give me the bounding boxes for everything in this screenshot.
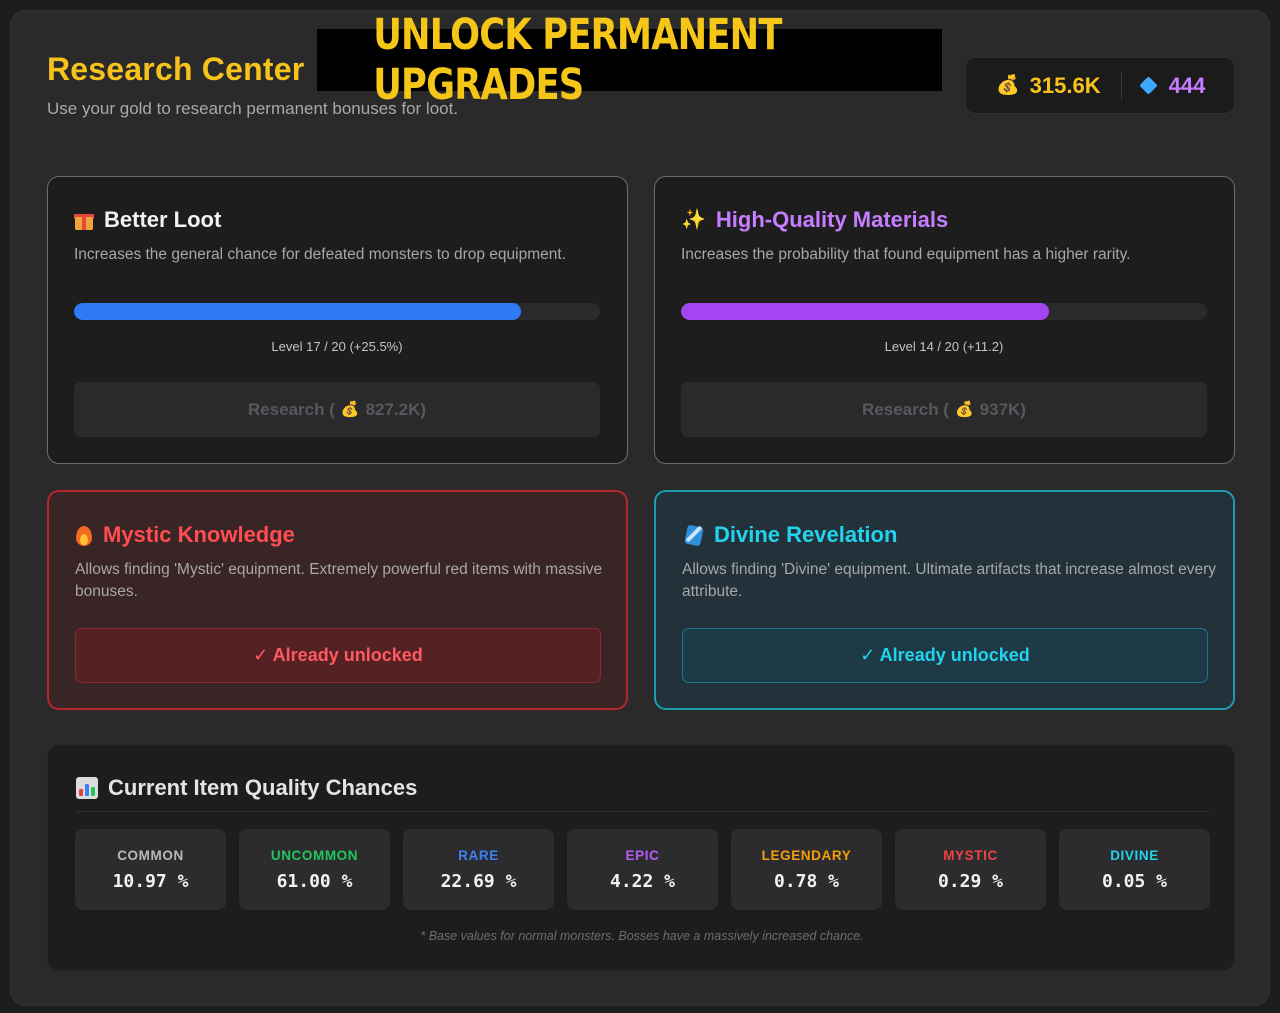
tier-label: MYSTIC <box>943 847 998 863</box>
already-unlocked-status: ✓ Already unlocked <box>682 628 1208 683</box>
tier-chance: 10.97 % <box>112 870 189 892</box>
research-button[interactable]: Research ( 💰 827.2K) <box>74 382 600 437</box>
tier-chance: 0.78 % <box>773 870 840 892</box>
quality-tier-legendary: LEGENDARY 0.78 % <box>731 829 882 910</box>
upgrade-progress-fill <box>74 303 522 320</box>
unlock-card-header: Divine Revelation <box>682 522 897 548</box>
scroll-icon <box>682 524 704 547</box>
gold-amount: 315.6K <box>1029 72 1101 98</box>
research-center-panel: Research Center Use your gold to researc… <box>10 10 1270 1006</box>
page-title: Research Center <box>47 51 305 87</box>
already-unlocked-status: ✓ Already unlocked <box>75 628 601 683</box>
fire-icon <box>75 524 93 546</box>
quality-tier-divine: DIVINE 0.05 % <box>1059 829 1210 910</box>
quality-section-header: Current Item Quality Chances <box>76 775 417 801</box>
money-bag-icon: 💰 <box>954 401 974 418</box>
upgrade-progress-fill <box>681 303 1050 320</box>
upgrade-progress-bar <box>74 303 600 320</box>
gem-amount: 444 <box>1168 72 1206 98</box>
page-subtitle: Use your gold to research permanent bonu… <box>47 99 459 118</box>
upgrade-card-high-quality-materials: ✨ High-Quality Materials Increases the p… <box>654 176 1235 464</box>
upgrade-title: High-Quality Materials <box>715 207 949 232</box>
upgrade-level-text: Level 14 / 20 (+11.2) <box>884 339 1004 354</box>
tier-chance: 4.22 % <box>609 870 676 892</box>
bar-chart-icon <box>76 777 98 799</box>
tier-label: UNCOMMON <box>270 847 359 863</box>
upgrade-title: Better Loot <box>104 207 222 232</box>
upgrade-description: Increases the general chance for defeate… <box>74 246 566 263</box>
quality-footnote: * Base values for normal monsters. Bosse… <box>420 929 864 943</box>
tier-label: RARE <box>458 847 499 863</box>
quality-tier-uncommon: UNCOMMON 61.00 % <box>239 829 390 910</box>
money-bag-icon: 💰 <box>996 75 1020 96</box>
upgrade-progress-bar <box>681 303 1207 320</box>
unlock-card-header: Mystic Knowledge <box>75 522 295 548</box>
quality-section-title: Current Item Quality Chances <box>108 775 418 800</box>
research-button[interactable]: Research ( 💰 937K) <box>681 382 1207 437</box>
upgrade-card-header: ✨ High-Quality Materials <box>681 207 948 233</box>
tier-label: DIVINE <box>1110 847 1159 863</box>
unlock-card-divine-revelation: Divine Revelation Allows finding 'Divine… <box>654 490 1235 710</box>
research-button-label: Research ( <box>862 399 949 419</box>
quality-tier-common: COMMON 10.97 % <box>75 829 226 910</box>
unlock-description: Allows finding 'Mystic' equipment. Extre… <box>75 561 603 600</box>
research-cost: 827.2K) <box>365 399 427 419</box>
tier-label: COMMON <box>117 847 184 863</box>
upgrade-card-header: Better Loot <box>74 207 221 233</box>
tier-label: LEGENDARY <box>761 847 852 863</box>
tier-chance: 22.69 % <box>440 870 517 892</box>
research-cost: 937K) <box>979 399 1026 419</box>
tier-label: EPIC <box>625 847 660 863</box>
quality-tier-epic: EPIC 4.22 % <box>567 829 718 910</box>
gift-icon <box>74 210 94 230</box>
tier-chance: 0.05 % <box>1101 870 1168 892</box>
currency-divider <box>1120 71 1122 100</box>
upgrade-card-better-loot: Better Loot Increases the general chance… <box>47 176 628 464</box>
gem-balance: 444 <box>1138 72 1206 99</box>
unlock-title: Divine Revelation <box>714 522 898 547</box>
currency-display: 💰 315.6K 444 <box>965 57 1235 114</box>
unlock-description: Allows finding 'Divine' equipment. Ultim… <box>682 561 1217 600</box>
quality-tier-rare: RARE 22.69 % <box>403 829 554 910</box>
diamond-icon <box>1138 76 1158 95</box>
quality-chances-section: Current Item Quality Chances COMMON 10.9… <box>47 744 1235 971</box>
sparkles-icon: ✨ <box>681 209 706 231</box>
upgrade-description: Increases the probability that found equ… <box>681 246 1131 263</box>
quality-tier-mystic: MYSTIC 0.29 % <box>895 829 1046 910</box>
gold-balance: 💰 315.6K <box>996 73 1101 99</box>
upgrade-level-text: Level 17 / 20 (+25.5%) <box>271 339 403 354</box>
research-button-label: Research ( <box>247 399 335 419</box>
quality-tier-list: COMMON 10.97 % UNCOMMON 61.00 % RARE 22.… <box>75 829 1210 910</box>
promo-banner: UNLOCK PERMANENT UPGRADES <box>317 10 942 110</box>
unlock-card-mystic-knowledge: Mystic Knowledge Allows finding 'Mystic'… <box>47 490 628 710</box>
section-divider <box>76 811 1210 812</box>
tier-chance: 61.00 % <box>276 870 353 892</box>
banner-text: UNLOCK PERMANENT UPGRADES <box>373 10 782 110</box>
unlock-title: Mystic Knowledge <box>103 522 295 547</box>
money-bag-icon: 💰 <box>340 401 360 418</box>
tier-chance: 0.29 % <box>937 870 1004 892</box>
